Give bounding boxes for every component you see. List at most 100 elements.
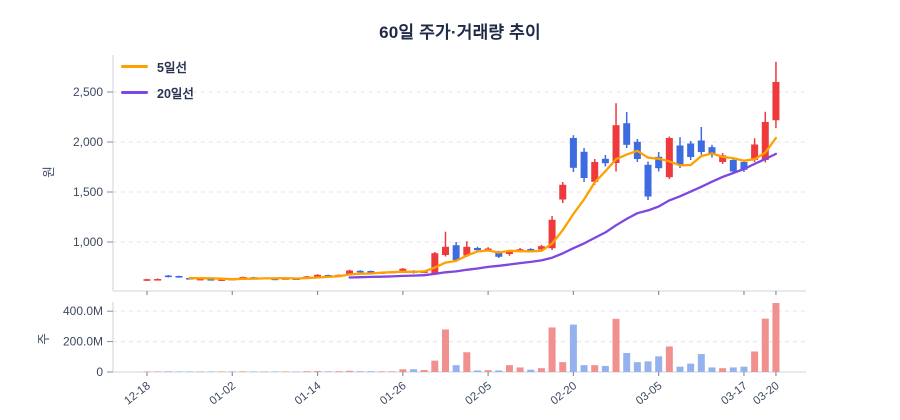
candle-body — [346, 270, 354, 274]
volume-tick-label: 0 — [96, 365, 103, 379]
candle-body — [719, 155, 727, 162]
candle-body — [441, 246, 449, 255]
volume-bar — [601, 365, 609, 372]
legend-label-ma20: 20일선 — [157, 87, 194, 101]
volume-bar — [623, 353, 631, 372]
price-axis-unit-label: 원 — [42, 166, 56, 178]
candle-body — [356, 270, 364, 273]
volume-bar — [484, 370, 492, 372]
price-tick-label: 2,500 — [73, 85, 103, 99]
volume-bar — [665, 346, 673, 372]
candle-body — [761, 122, 769, 160]
candle-body — [175, 276, 183, 278]
volume-bar — [410, 369, 417, 372]
candle-body — [708, 147, 716, 155]
candle-body — [569, 138, 577, 168]
candle-body — [196, 278, 204, 281]
volume-bar — [228, 371, 236, 372]
candle-body — [697, 140, 705, 152]
candle-body — [495, 251, 503, 257]
candle-body — [687, 143, 695, 157]
volume-bar — [559, 362, 567, 372]
volume-bar — [431, 360, 439, 372]
volume-bar — [143, 371, 151, 372]
volume-bar — [740, 366, 748, 372]
volume-bar — [239, 371, 247, 372]
candle-body — [644, 164, 652, 197]
ma5-line — [188, 136, 778, 281]
legend-label-ma5: 5일선 — [157, 61, 187, 75]
x-tick-label: 01-02 — [208, 380, 239, 408]
candle-body — [548, 219, 556, 249]
candle-body — [463, 246, 471, 256]
volume-bar — [687, 363, 695, 372]
volume-bar — [292, 371, 300, 372]
candle-body — [601, 158, 609, 164]
ma5-line-swatch — [121, 65, 148, 68]
volume-bar — [580, 365, 588, 372]
volume-bar — [644, 361, 652, 372]
candle-body — [665, 138, 673, 178]
volume-bar — [591, 365, 599, 372]
volume-bar — [324, 371, 332, 372]
volume-bar — [399, 369, 407, 372]
candle-body — [367, 271, 375, 274]
volume-bar — [335, 371, 343, 372]
candle-body — [207, 279, 215, 281]
candle-body — [729, 160, 737, 172]
candle-body — [612, 125, 620, 163]
volume-bar — [655, 356, 663, 372]
candle-body — [580, 151, 588, 178]
volume-bar — [452, 365, 460, 372]
volume-bar — [527, 369, 535, 372]
volume-bar — [676, 366, 684, 372]
volume-bar — [751, 351, 759, 372]
volume-bar — [186, 371, 194, 372]
candle-body — [431, 253, 439, 274]
volume-bar — [282, 371, 290, 372]
volume-bar — [367, 371, 375, 372]
volume-bar — [697, 354, 705, 372]
candle-body — [591, 162, 599, 182]
price-tick-label: 1,000 — [73, 235, 103, 249]
x-tick-label: 12-18 — [122, 380, 153, 408]
volume-bar — [761, 318, 769, 372]
x-tick-label: 03-20 — [751, 380, 782, 408]
volume-bar — [207, 371, 215, 372]
volume-bar — [218, 371, 226, 372]
x-tick-label: 01-14 — [293, 380, 324, 408]
volume-bar — [719, 368, 727, 372]
volume-bar — [441, 329, 449, 372]
candle-body — [751, 144, 759, 160]
candle-body — [527, 249, 535, 251]
volume-bar — [495, 370, 503, 372]
volume-bar — [463, 352, 471, 372]
volume-bar — [772, 302, 780, 372]
x-tick-label: 02-20 — [549, 380, 580, 408]
ma20-line — [348, 152, 778, 279]
candle-body — [505, 251, 513, 254]
chart-title: 60일 주가·거래량 추이 — [379, 23, 541, 42]
candle-body — [740, 162, 748, 170]
volume-bar — [271, 371, 279, 372]
volume-bar — [260, 371, 268, 372]
candle-body — [655, 156, 663, 169]
volume-bar — [708, 367, 716, 372]
volume-bar — [633, 362, 641, 372]
candle-body — [537, 246, 545, 250]
volume-bar — [175, 371, 183, 372]
candle-body — [772, 82, 780, 121]
volume-bar — [356, 371, 364, 372]
volume-bar — [314, 371, 322, 372]
volume-bar — [612, 318, 620, 372]
volume-bar — [505, 365, 513, 372]
candle-body — [164, 275, 172, 278]
volume-bar — [569, 324, 577, 372]
x-tick-label: 03-05 — [634, 380, 665, 408]
candle-body — [399, 268, 407, 272]
candle-body — [143, 279, 151, 281]
volume-bar — [729, 367, 737, 372]
candle-body — [218, 279, 226, 281]
candle-body — [473, 248, 481, 251]
